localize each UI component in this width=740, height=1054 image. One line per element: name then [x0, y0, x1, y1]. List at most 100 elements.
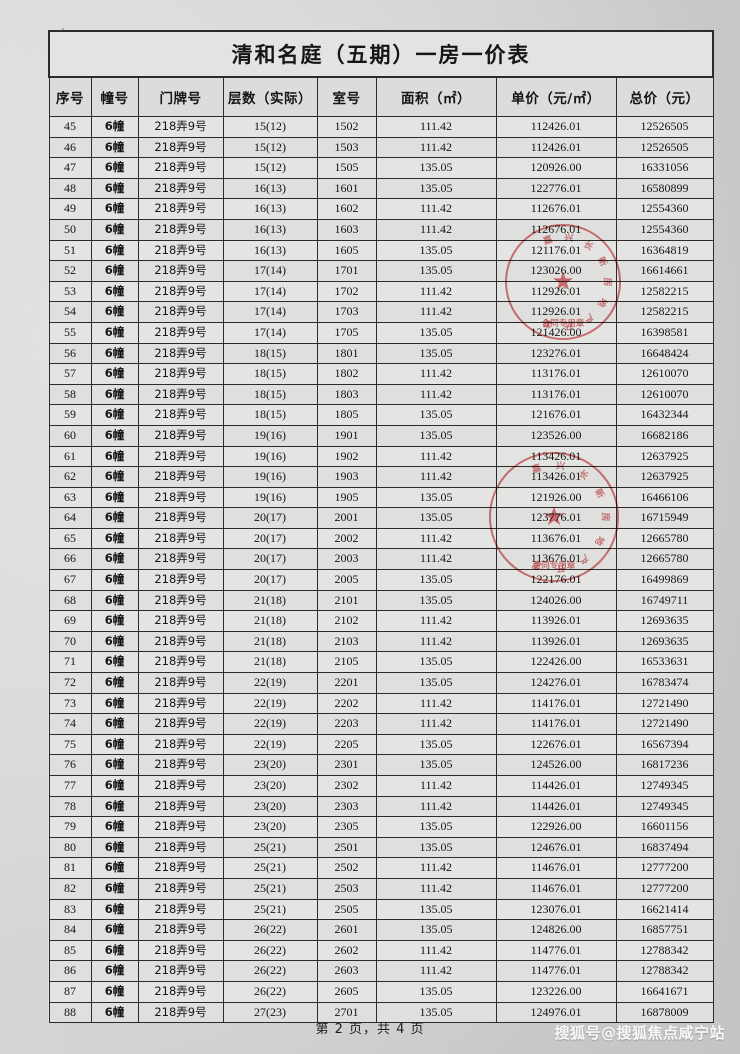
cell-area: 111.42 [375, 877, 497, 900]
cell-door: 218弄9号 [137, 157, 224, 179]
cell-total: 16499869 [615, 569, 714, 591]
cell-floor: 17(14) [222, 301, 318, 323]
cell-index: 58 [48, 383, 92, 406]
cell-unit: 122676.01 [495, 733, 617, 756]
cell-room: 2701 [316, 1001, 377, 1024]
cell-index: 65 [48, 527, 92, 550]
cell-unit: 120926.00 [495, 157, 617, 179]
cell-floor: 20(17) [222, 548, 318, 571]
cell-room: 1903 [316, 466, 377, 488]
column-header-floor: 层数（实际） [222, 76, 318, 117]
cell-index: 72 [48, 672, 92, 694]
cell-door: 218弄9号 [137, 404, 224, 426]
column-header-index: 序号 [48, 76, 92, 117]
cell-building: 6幢 [90, 569, 139, 591]
cell-floor: 17(14) [222, 321, 318, 344]
cell-door: 218弄9号 [137, 857, 224, 879]
table-row: 51 6幢 218弄9号 16(13) 1605 135.05 121176.01 16364… [48, 239, 714, 262]
cell-building: 6幢 [90, 960, 139, 982]
cell-unit: 122926.00 [495, 816, 617, 838]
cell-area: 111.42 [375, 713, 497, 735]
cell-room: 2303 [316, 795, 377, 818]
cell-floor: 16(13) [222, 198, 318, 220]
cell-total: 16567394 [615, 733, 714, 756]
cell-area: 111.42 [375, 116, 497, 138]
cell-area: 111.42 [375, 363, 497, 385]
cell-index: 75 [48, 733, 92, 756]
cell-building: 6幢 [90, 157, 139, 179]
cell-room: 1801 [316, 342, 377, 365]
cell-total: 12749345 [615, 795, 714, 818]
cell-unit: 112926.01 [495, 280, 617, 303]
cell-room: 2101 [316, 589, 377, 612]
cell-door: 218弄9号 [137, 569, 224, 591]
cell-door: 218弄9号 [137, 527, 224, 550]
cell-door: 218弄9号 [137, 939, 224, 962]
cell-total: 12788342 [615, 960, 714, 982]
cell-room: 2002 [316, 527, 377, 550]
cell-room: 2205 [316, 733, 377, 756]
table-row: 50 6幢 218弄9号 16(13) 1603 111.42 112676.01 12554… [48, 218, 714, 241]
cell-unit: 113176.01 [495, 363, 617, 385]
cell-unit: 114176.01 [495, 692, 617, 715]
cell-unit: 114426.01 [495, 775, 617, 797]
cell-total: 16331056 [615, 157, 714, 179]
cell-area: 135.05 [375, 342, 497, 365]
cell-index: 48 [48, 177, 92, 200]
cell-building: 6幢 [90, 816, 139, 838]
cell-building: 6幢 [90, 939, 139, 962]
cell-total: 12777200 [615, 877, 714, 900]
cell-door: 218弄9号 [137, 692, 224, 715]
table-row: 80 6幢 218弄9号 25(21) 2501 135.05 124676.01 16837… [48, 836, 714, 859]
table-row: 63 6幢 218弄9号 19(16) 1905 135.05 121926.00 16466… [48, 486, 714, 509]
cell-total: 12637925 [615, 466, 714, 488]
cell-building: 6幢 [90, 857, 139, 879]
table-row: 57 6幢 218弄9号 18(15) 1802 111.42 113176.01 12610… [48, 363, 714, 385]
cell-room: 2603 [316, 960, 377, 982]
cell-area: 135.05 [375, 589, 497, 612]
cell-total: 16837494 [615, 836, 714, 859]
cell-door: 218弄9号 [137, 486, 224, 509]
table-title-row: 清和名庭（五期）一房一价表 [48, 30, 714, 78]
table-row: 72 6幢 218弄9号 22(19) 2201 135.05 124276.01 16783… [48, 672, 714, 694]
cell-room: 2103 [316, 630, 377, 653]
cell-floor: 15(12) [222, 157, 318, 179]
column-header-unit: 单价（元/㎡） [495, 76, 617, 117]
cell-index: 57 [48, 363, 92, 385]
cell-unit: 114776.01 [495, 939, 617, 962]
cell-building: 6幢 [90, 672, 139, 694]
cell-building: 6幢 [90, 548, 139, 571]
cell-floor: 19(16) [222, 445, 318, 468]
cell-area: 111.42 [375, 960, 497, 982]
cell-floor: 18(15) [222, 383, 318, 406]
cell-index: 73 [48, 692, 92, 715]
cell-building: 6幢 [90, 877, 139, 900]
cell-index: 50 [48, 218, 92, 241]
cell-total: 16641671 [615, 980, 714, 1003]
cell-floor: 15(12) [222, 116, 318, 138]
table-row: 71 6幢 218弄9号 21(18) 2105 135.05 122426.00 16533… [48, 651, 714, 674]
table-row: 61 6幢 218弄9号 19(16) 1902 111.42 113426.01 12637… [48, 445, 714, 468]
cell-room: 1905 [316, 486, 377, 509]
cell-floor: 18(15) [222, 342, 318, 365]
cell-building: 6幢 [90, 280, 139, 303]
cell-door: 218弄9号 [137, 136, 224, 159]
cell-building: 6幢 [90, 733, 139, 756]
cell-unit: 114176.01 [495, 713, 617, 735]
table-row: 53 6幢 218弄9号 17(14) 1702 111.42 112926.01 12582… [48, 280, 714, 303]
cell-index: 62 [48, 466, 92, 488]
cell-floor: 23(20) [222, 795, 318, 818]
cell-building: 6幢 [90, 527, 139, 550]
column-header-door: 门牌号 [137, 76, 224, 117]
cell-unit: 124976.01 [495, 1001, 617, 1024]
cell-room: 2005 [316, 569, 377, 591]
cell-floor: 21(18) [222, 610, 318, 632]
cell-building: 6幢 [90, 198, 139, 220]
cell-index: 60 [48, 424, 92, 447]
cell-room: 2305 [316, 816, 377, 838]
cell-unit: 121426.00 [495, 321, 617, 344]
cell-building: 6幢 [90, 630, 139, 653]
cell-unit: 123776.01 [495, 507, 617, 529]
cell-area: 111.42 [375, 857, 497, 879]
table-row: 87 6幢 218弄9号 26(22) 2605 135.05 123226.00 16641… [48, 980, 714, 1003]
